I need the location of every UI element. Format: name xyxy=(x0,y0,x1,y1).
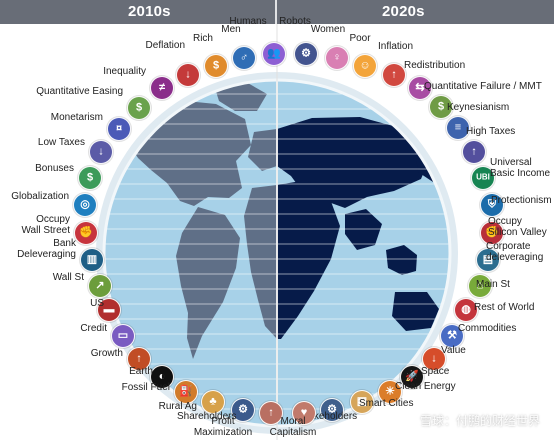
growth-glyph: ↑ xyxy=(136,353,142,364)
keynes-glyph: ≡ xyxy=(455,122,461,133)
money-bag-glyph: $ xyxy=(213,60,219,71)
money-bag-icon: $ xyxy=(204,54,228,78)
left-label-bonuses: Bonuses xyxy=(27,163,74,174)
right-label-redistribution: Redistribution xyxy=(404,60,465,71)
oil-rig-glyph: ⛽ xyxy=(179,386,193,397)
commodities-glyph: ⚒ xyxy=(447,330,457,341)
right-label-universal-basic-income: Universal Basic Income xyxy=(490,157,550,179)
coins-glyph: ¤ xyxy=(116,123,122,134)
protest-glyph: ✊ xyxy=(79,227,93,238)
us-map-glyph: ▬ xyxy=(104,304,115,315)
low-taxes-icon: ↓ xyxy=(89,140,113,164)
mmt-glyph: $ xyxy=(438,101,444,112)
left-label-inequality: Inequality xyxy=(94,66,146,77)
farmer-glyph: ♣ xyxy=(209,396,216,407)
left-label-earth: Earth xyxy=(113,366,153,377)
credit-card-glyph: ▭ xyxy=(118,330,128,341)
printer-icon: $ xyxy=(127,96,151,120)
left-label-fossil-fuel: Fossil Fuel xyxy=(90,382,170,393)
earth-glyph: ◐ xyxy=(159,371,166,382)
men-icon: ♂ xyxy=(232,46,256,70)
right-label-corporate-deleveraging: Corporate deleveraging xyxy=(486,241,543,263)
left-label-deflation: Deflation xyxy=(145,40,185,51)
right-label-moral-capitalism: Moral Capitalism xyxy=(263,416,323,438)
left-label-wall-st: Wall St xyxy=(32,272,84,283)
down-arrow-icon: ↓ xyxy=(176,63,200,87)
left-label-growth: Growth xyxy=(81,348,123,359)
left-label-low-taxes: Low Taxes xyxy=(30,137,85,148)
left-label-us: US xyxy=(64,298,104,309)
watermark-text: 雪球：付鹏的财经世界 xyxy=(420,412,540,429)
robot-icon: ⚙ xyxy=(294,42,318,66)
protest-icon: ✊ xyxy=(74,221,98,245)
right-label-high-taxes: High Taxes xyxy=(466,126,515,137)
humans-glyph: 👥 xyxy=(267,48,281,59)
robot-glyph: ⚙ xyxy=(301,48,311,59)
women-icon: ♀ xyxy=(325,46,349,70)
bank-glyph: ▥ xyxy=(87,254,97,265)
right-label-smart-cities: Smart Cities xyxy=(359,398,413,409)
clean-energy-glyph: ☀ xyxy=(385,386,395,397)
poor-glyph: ☺ xyxy=(359,60,370,71)
credit-card-icon: ▭ xyxy=(111,324,135,348)
bonus-icon: $ xyxy=(78,166,102,190)
printer-glyph: $ xyxy=(136,102,142,113)
bonus-glyph: $ xyxy=(87,172,93,183)
inequality-icon: ≠ xyxy=(150,76,174,100)
left-label-quantitative-easing: Quantitative Easing xyxy=(31,86,123,97)
globe-icon: ◎ xyxy=(73,193,97,217)
right-label-main-st: Main St xyxy=(476,279,510,290)
right-label-protectionism: Protectionism xyxy=(491,195,552,206)
right-label-quantitative-failure-mmt: Quantitative Failure / MMT xyxy=(424,81,542,92)
ubi-glyph: UBI xyxy=(476,174,490,182)
right-label-keynesianism: Keynesianism xyxy=(447,102,509,113)
world-glyph: ◍ xyxy=(461,304,471,315)
coins-icon: ¤ xyxy=(107,117,131,141)
chart-up-icon: ↗ xyxy=(88,274,112,298)
right-label-clean-energy: Clean Energy xyxy=(395,381,456,392)
chart-up-glyph: ↗ xyxy=(95,280,104,291)
right-label-rest-of-world: Rest of World xyxy=(474,302,534,313)
right-label-occupy-silicon-valley: Occupy Silicon Valley xyxy=(488,216,547,238)
right-label-inflation: Inflation xyxy=(378,41,413,52)
poor-icon: ☺ xyxy=(353,54,377,78)
women-glyph: ♀ xyxy=(333,52,341,63)
left-label-occupy-wall-street: Occupy Wall Street xyxy=(8,214,70,236)
shareholders-glyph: ⚙ xyxy=(238,404,248,415)
men-glyph: ♂ xyxy=(240,52,248,63)
left-label-monetarism: Monetarism xyxy=(40,112,103,123)
left-label-credit: Credit xyxy=(66,323,107,334)
inflation-icon: ↑ xyxy=(382,63,406,87)
humans-icon: 👥 xyxy=(262,42,286,66)
left-label-globalization: Globalization xyxy=(2,191,69,202)
low-taxes-glyph: ↓ xyxy=(98,146,104,157)
high-taxes-glyph: ↑ xyxy=(471,146,477,157)
down-arrow-glyph: ↓ xyxy=(185,69,191,80)
left-label-bank-deleveraging: Bank Deleveraging xyxy=(12,238,76,260)
left-label-profit-maximization: Profit Maximization xyxy=(193,416,253,438)
value-glyph: ↓ xyxy=(431,353,437,364)
high-taxes-icon: ↑ xyxy=(462,140,486,164)
right-label-value: Value xyxy=(441,345,466,356)
inequality-glyph: ≠ xyxy=(159,82,165,93)
bank-icon: ▥ xyxy=(80,248,104,272)
right-label-commodities: Commodities xyxy=(458,323,516,334)
inflation-glyph: ↑ xyxy=(391,69,397,80)
globe-glyph: ◎ xyxy=(80,199,90,210)
right-label-space: Space xyxy=(421,366,449,377)
